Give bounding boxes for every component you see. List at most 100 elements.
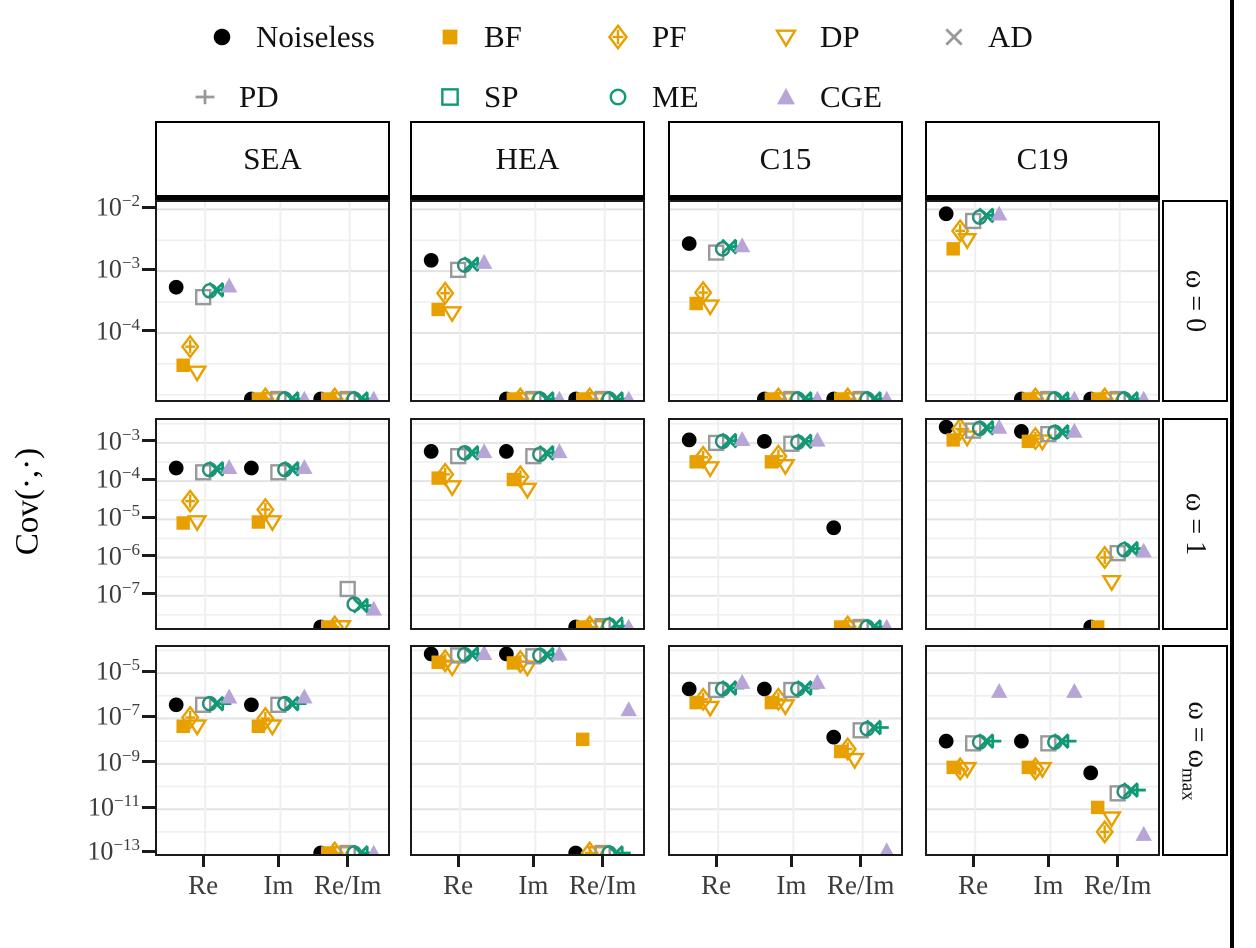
data-point-pd xyxy=(984,734,1002,748)
data-point-bf xyxy=(575,732,590,747)
x-tick-label-Re: Re xyxy=(188,870,219,900)
data-point-cge xyxy=(881,618,892,628)
data-point-bf xyxy=(1090,620,1105,628)
y-tick-label: 10−4 xyxy=(95,463,140,494)
y-tick-mark xyxy=(142,329,155,333)
panel-gridlines xyxy=(927,202,1158,400)
data-point-dp xyxy=(1032,761,1053,779)
cluster-Re xyxy=(681,431,751,479)
cluster-Re xyxy=(423,443,493,498)
data-point-dp xyxy=(1101,574,1123,592)
panel-canvas xyxy=(927,420,1158,628)
panel-canvas xyxy=(670,420,901,628)
cluster-Im xyxy=(1014,422,1083,452)
y-tick-label: 10−2 xyxy=(95,191,140,223)
data-point-pd xyxy=(1059,734,1077,748)
data-point-sp xyxy=(525,447,542,465)
legend-item-pd: PD xyxy=(185,77,279,117)
panel-C19-row1 xyxy=(925,418,1160,630)
y-tick-label: 10−5 xyxy=(95,655,140,686)
panel-C15-row2 xyxy=(668,645,903,856)
cge-legend-marker-icon xyxy=(777,88,795,105)
cluster-Im xyxy=(244,688,313,737)
data-point-cge xyxy=(368,844,379,854)
cluster-ReIm xyxy=(826,386,892,400)
data-point-sp xyxy=(594,390,611,400)
data-point-cge xyxy=(809,673,826,689)
data-point-pf xyxy=(435,280,455,306)
data-point-cge xyxy=(368,390,379,400)
legend-label-dp: DP xyxy=(820,19,860,54)
y-tick-mark xyxy=(142,205,155,209)
data-point-cge xyxy=(220,688,238,704)
data-point-dp xyxy=(186,365,208,383)
x-tick-mark xyxy=(789,856,793,867)
ad-legend-marker-icon xyxy=(945,28,963,46)
data-point-pd xyxy=(1128,783,1146,797)
data-point-sp xyxy=(525,390,542,400)
data-point-dp xyxy=(699,700,721,718)
data-point-noiseless xyxy=(826,729,842,745)
data-point-cge xyxy=(365,600,382,616)
panel-canvas xyxy=(157,647,388,854)
facet-row-strip-1: ω = 1 xyxy=(1162,418,1228,630)
cluster-Re xyxy=(423,252,493,324)
data-point-noiseless xyxy=(1014,733,1029,749)
x-tick-label-ReIm: Re/Im xyxy=(826,870,895,900)
y-tick-mark xyxy=(142,849,155,853)
x-tick-mark xyxy=(971,856,975,867)
data-point-sp xyxy=(525,648,542,665)
x-tick-mark xyxy=(859,856,863,867)
data-point-pf xyxy=(180,334,200,359)
legend-label-noiseless: Noiseless xyxy=(256,19,375,54)
cluster-Re xyxy=(938,205,1008,256)
data-point-noiseless xyxy=(244,460,259,476)
x-tick-label-Im: Im xyxy=(776,870,807,900)
data-point-noiseless xyxy=(757,433,772,449)
panel-C15-row0 xyxy=(668,200,903,402)
data-point-ad xyxy=(607,616,624,628)
panel-canvas xyxy=(927,202,1158,400)
panel-HEA-row1 xyxy=(410,418,645,630)
panel-canvas xyxy=(157,420,388,628)
data-point-sp xyxy=(783,390,800,400)
data-point-cge xyxy=(1069,390,1080,400)
data-point-sp xyxy=(1109,390,1126,400)
data-point-cge xyxy=(1066,682,1083,698)
y-tick-mark xyxy=(142,554,155,557)
data-point-sp xyxy=(708,681,725,699)
cluster-Re xyxy=(423,647,493,678)
pf-legend-marker-icon xyxy=(607,23,629,51)
data-point-cge xyxy=(880,842,894,854)
cluster-ReIm xyxy=(313,580,382,628)
x-tick-mark xyxy=(601,856,605,867)
data-point-noiseless xyxy=(423,444,439,459)
facet-row-label: ω = 1 xyxy=(1180,492,1211,556)
y-tick-mark xyxy=(142,439,155,443)
legend-item-me: ME xyxy=(598,77,699,117)
y-tick-label: 10−7 xyxy=(95,577,140,609)
data-point-dp xyxy=(775,699,796,717)
data-point-sp xyxy=(708,434,725,452)
data-point-sp xyxy=(852,618,869,628)
data-point-cge xyxy=(220,277,238,293)
legend-item-ad: AD xyxy=(934,17,1033,57)
legend-label-pf: PF xyxy=(652,19,687,54)
data-point-cge xyxy=(990,682,1008,698)
data-point-cge xyxy=(1066,422,1083,438)
facet-column-header-SEA: SEA xyxy=(155,121,390,200)
data-point-pd xyxy=(289,697,307,711)
data-point-cge xyxy=(1135,825,1152,841)
legend-label-ad: AD xyxy=(988,19,1033,54)
panel-canvas xyxy=(412,420,643,628)
data-point-noiseless xyxy=(168,279,184,295)
data-point-cge xyxy=(990,420,1008,434)
data-point-sp xyxy=(1109,785,1126,802)
y-tick-mark xyxy=(142,515,155,519)
data-point-sp xyxy=(450,647,467,664)
data-point-noiseless xyxy=(568,845,584,854)
legend-item-dp: DP xyxy=(766,17,860,57)
data-point-cge xyxy=(475,253,493,269)
x-tick-label-Im: Im xyxy=(263,870,294,900)
y-tick-label: 10−4 xyxy=(95,314,140,346)
